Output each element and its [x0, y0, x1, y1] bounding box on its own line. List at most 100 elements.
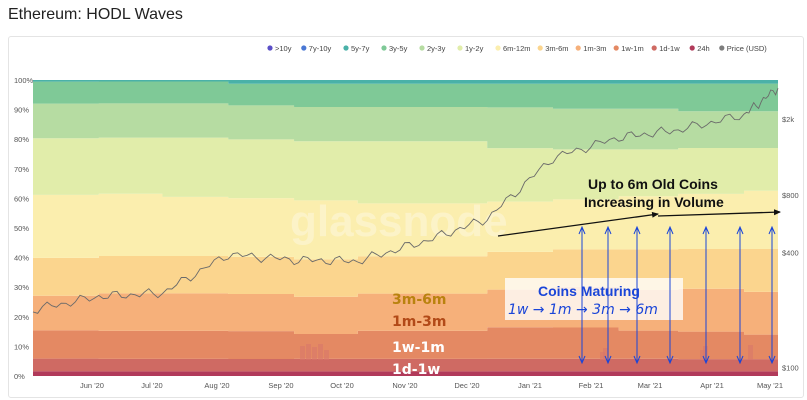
- legend-marker: [537, 45, 543, 51]
- legend-marker: [457, 45, 463, 51]
- band-1d-1w: [33, 358, 778, 372]
- band-5y-7y: [33, 80, 778, 84]
- page-title: Ethereum: HODL Waves: [8, 6, 183, 23]
- y-right-tick-label: $100: [782, 363, 799, 372]
- volatility-spike: [324, 350, 329, 360]
- arrow-head-up: [702, 225, 710, 235]
- band-2y-3y: [33, 103, 778, 150]
- band-1y-2y: [33, 137, 778, 204]
- y-tick-label: 30%: [14, 283, 29, 292]
- legend-item[interactable]: 1m-3m: [583, 44, 606, 53]
- price-line: [32, 88, 779, 314]
- volatility-spike: [300, 346, 305, 360]
- band-1w-1m: [33, 327, 778, 360]
- y-tick-label: 20%: [14, 313, 29, 322]
- legend: >10y 7y-10y 5y-7y 3y-5y 2y-3y 1y-2y 6m-12m 3m-6…: [267, 44, 767, 53]
- legend-marker: [343, 45, 349, 51]
- y-right-tick-label: $800: [782, 191, 799, 200]
- band-6m-12m: [33, 190, 778, 260]
- x-tick-label: Dec '20: [454, 381, 479, 390]
- x-axis-ticks: Jun '20 Jul '20 Aug '20 Sep '20 Oct '20 Nov '…: [80, 381, 783, 390]
- volatility-spike: [312, 347, 317, 360]
- legend-item[interactable]: >10y: [275, 44, 292, 53]
- arrow-head-down: [736, 355, 744, 365]
- band-3y-5y: [33, 81, 778, 112]
- legend-marker: [719, 45, 725, 51]
- x-tick-label: May '21: [757, 381, 783, 390]
- arrow-head-up: [604, 225, 612, 235]
- x-tick-label: Aug '20: [204, 381, 229, 390]
- legend-item[interactable]: 24h: [697, 44, 710, 53]
- legend-item[interactable]: 7y-10y: [309, 44, 332, 53]
- volatility-spike: [318, 344, 323, 360]
- x-tick-label: Jul '20: [141, 381, 162, 390]
- y-tick-label: 10%: [14, 342, 29, 351]
- arrow-head-down: [578, 355, 586, 365]
- watermark: glassnode: [290, 197, 508, 246]
- legend-item[interactable]: 1w-1m: [621, 44, 644, 53]
- band-label-1m-3m: 1m-3m: [392, 314, 446, 330]
- band-label-3m-6m: 3m-6m: [392, 292, 446, 308]
- arrow-head-down: [768, 355, 776, 365]
- x-tick-label: Apr '21: [700, 381, 724, 390]
- legend-item[interactable]: 5y-7y: [351, 44, 370, 53]
- legend-item[interactable]: Price (USD): [727, 44, 768, 53]
- x-tick-label: Feb '21: [579, 381, 604, 390]
- legend-item[interactable]: 6m-12m: [503, 44, 531, 53]
- annotation-line1: Up to 6m Old Coins: [588, 176, 718, 192]
- arrow-head-up: [768, 225, 776, 235]
- legend-marker: [613, 45, 619, 51]
- legend-item[interactable]: 3m-6m: [545, 44, 568, 53]
- arrow-head-down: [633, 355, 641, 365]
- y-tick-label: 70%: [14, 165, 29, 174]
- y-right-tick-label: $400: [782, 248, 799, 257]
- trend-arrow-2: [657, 209, 781, 217]
- legend-marker: [301, 45, 307, 51]
- volatility-spike: [603, 348, 608, 360]
- legend-marker: [651, 45, 657, 51]
- y-tick-label: 60%: [14, 194, 29, 203]
- volatility-spike: [748, 345, 753, 360]
- arrow-head-down: [604, 355, 612, 365]
- volatility-spike: [600, 352, 605, 360]
- legend-marker: [381, 45, 387, 51]
- legend-marker: [419, 45, 425, 51]
- volatility-spike: [700, 350, 705, 360]
- chart-frame: [8, 36, 804, 398]
- band-24h: [33, 371, 778, 376]
- x-tick-label: Jun '20: [80, 381, 104, 390]
- y-axis-left-ticks: 0% 10% 20% 30% 40% 50% 60% 70% 80% 90% 100%: [14, 76, 34, 381]
- arrow-head-down: [702, 355, 710, 365]
- maturing-sequence: 1w → 1m → 3m → 6m: [508, 302, 658, 318]
- y-tick-label: 80%: [14, 135, 29, 144]
- legend-item[interactable]: 3y-5y: [389, 44, 408, 53]
- maturing-arrows: [578, 225, 776, 365]
- x-tick-label: Oct '20: [330, 381, 354, 390]
- y-tick-label: 90%: [14, 106, 29, 115]
- y-tick-label: 100%: [14, 76, 34, 85]
- legend-marker: [689, 45, 695, 51]
- legend-marker: [575, 45, 581, 51]
- legend-item[interactable]: 1d-1w: [659, 44, 680, 53]
- coins-maturing-label: Coins Maturing: [538, 283, 640, 299]
- x-tick-label: Mar '21: [638, 381, 663, 390]
- volatility-spike: [306, 344, 311, 360]
- annotation-line2: Increasing in Volume: [584, 194, 724, 210]
- arrow-head-up: [736, 225, 744, 235]
- x-tick-label: Sep '20: [268, 381, 293, 390]
- legend-marker: [267, 45, 273, 51]
- y-axis-right-ticks: $100 $400 $800 $2k: [782, 115, 799, 372]
- y-tick-label: 50%: [14, 224, 29, 233]
- y-tick-label: 40%: [14, 254, 29, 263]
- band-label-1w-1m: 1w-1m: [392, 340, 445, 356]
- legend-marker: [495, 45, 501, 51]
- x-tick-label: Nov '20: [392, 381, 417, 390]
- y-tick-label: 0%: [14, 372, 25, 381]
- maturing-box: [505, 278, 683, 320]
- arrow-head-up: [633, 225, 641, 235]
- legend-item[interactable]: 1y-2y: [465, 44, 484, 53]
- legend-item[interactable]: 2y-3y: [427, 44, 446, 53]
- band-label-1d-1w: 1d-1w: [392, 362, 440, 378]
